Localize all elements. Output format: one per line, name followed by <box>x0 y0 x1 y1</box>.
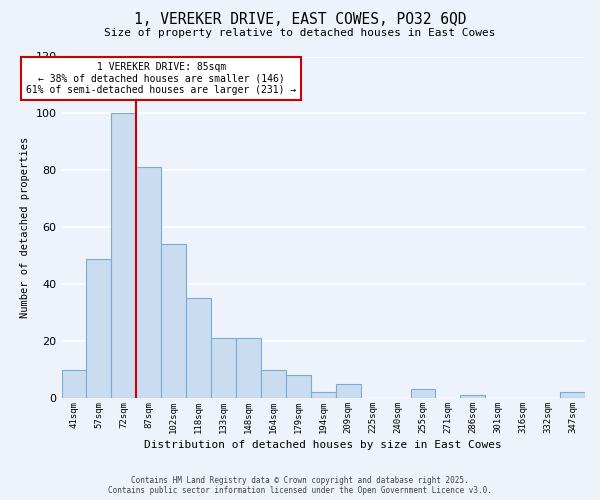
Text: Size of property relative to detached houses in East Cowes: Size of property relative to detached ho… <box>104 28 496 38</box>
Text: Contains HM Land Registry data © Crown copyright and database right 2025.
Contai: Contains HM Land Registry data © Crown c… <box>108 476 492 495</box>
Bar <box>410 390 436 398</box>
Bar <box>311 392 336 398</box>
Bar <box>261 370 286 398</box>
Bar <box>186 298 211 398</box>
Bar <box>211 338 236 398</box>
Y-axis label: Number of detached properties: Number of detached properties <box>20 136 30 318</box>
Bar <box>136 168 161 398</box>
Bar <box>62 370 86 398</box>
Bar <box>86 258 112 398</box>
Bar <box>286 376 311 398</box>
Bar <box>112 114 136 398</box>
Bar <box>161 244 186 398</box>
Bar <box>460 395 485 398</box>
Bar <box>560 392 585 398</box>
Bar <box>336 384 361 398</box>
Text: 1 VEREKER DRIVE: 85sqm
← 38% of detached houses are smaller (146)
61% of semi-de: 1 VEREKER DRIVE: 85sqm ← 38% of detached… <box>26 62 296 96</box>
Text: 1, VEREKER DRIVE, EAST COWES, PO32 6QD: 1, VEREKER DRIVE, EAST COWES, PO32 6QD <box>134 12 466 28</box>
X-axis label: Distribution of detached houses by size in East Cowes: Distribution of detached houses by size … <box>145 440 502 450</box>
Bar <box>236 338 261 398</box>
